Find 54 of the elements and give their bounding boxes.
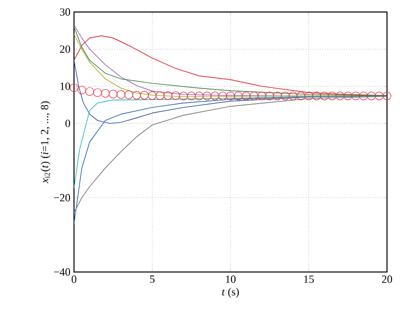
x-tick-label: 5 <box>150 276 155 283</box>
point <box>156 91 164 100</box>
x-tick-label: 15 <box>304 276 314 283</box>
point <box>132 90 141 100</box>
point <box>164 91 172 100</box>
point <box>210 92 220 100</box>
point <box>320 92 329 100</box>
point <box>108 90 118 98</box>
point <box>374 92 384 100</box>
x-tick-label: 10 <box>226 276 236 283</box>
point <box>304 92 314 100</box>
point <box>93 88 102 97</box>
point <box>85 87 94 96</box>
point <box>250 92 258 100</box>
point <box>328 92 337 100</box>
point <box>124 90 134 100</box>
point <box>171 91 180 100</box>
point <box>359 92 368 100</box>
point <box>344 92 352 100</box>
point <box>148 91 157 100</box>
point <box>288 92 298 100</box>
point <box>226 92 235 100</box>
point <box>265 92 274 100</box>
y-tick-label: 10 <box>60 82 70 90</box>
x-tick-label: 0 <box>72 276 76 283</box>
y-tick-label: −40 <box>54 268 70 276</box>
y-tick-label: 20 <box>60 45 70 53</box>
point <box>367 92 376 100</box>
point <box>179 92 188 100</box>
x-tick-label: 20 <box>382 276 392 283</box>
point <box>296 92 306 100</box>
y-axis-title: x$_{i2}$(t) (i=1, 2, ..., 8) <box>40 101 50 184</box>
point <box>242 92 250 100</box>
y-tick-label: 0 <box>65 120 70 128</box>
point <box>280 92 290 100</box>
point <box>140 90 149 100</box>
point <box>194 92 204 100</box>
point <box>116 90 126 99</box>
y-tick-label: −20 <box>54 194 70 202</box>
point <box>382 92 392 100</box>
point <box>336 92 344 100</box>
point <box>218 92 227 100</box>
point <box>273 92 282 100</box>
point <box>258 92 266 100</box>
point <box>312 92 321 100</box>
y-tick-label: 30 <box>60 8 70 16</box>
point <box>351 92 360 100</box>
point <box>187 92 196 100</box>
x-axis-title: t (s) <box>222 288 239 298</box>
point <box>78 86 86 94</box>
point <box>202 92 212 100</box>
point <box>234 92 243 100</box>
point <box>101 89 110 98</box>
point <box>70 83 78 92</box>
